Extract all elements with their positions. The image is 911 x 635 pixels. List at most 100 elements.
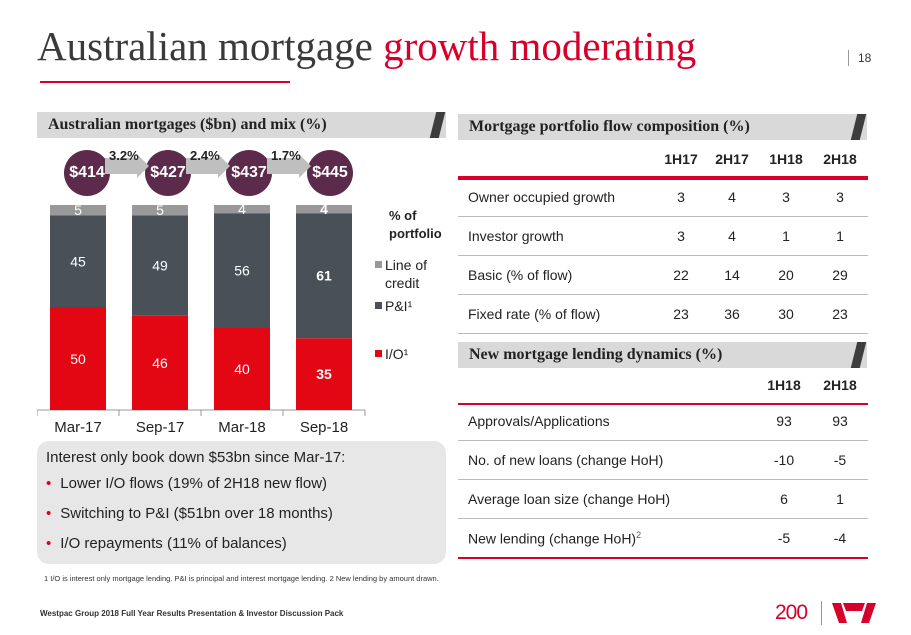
data-label: 45 xyxy=(70,253,86,269)
column-header: 1H17 xyxy=(664,151,698,167)
column-header: 1H18 xyxy=(767,377,801,393)
note-bullet-3-text: I/O repayments (11% of balances) xyxy=(60,535,287,552)
growth-arrow-icon xyxy=(267,154,311,178)
note-bullet-2: • Switching to P&I ($51bn over 18 months) xyxy=(46,505,333,522)
flow-table-header: Mortgage portfolio flow composition (%) xyxy=(458,114,867,140)
balance-bubble-sep17: $427 xyxy=(145,150,191,196)
bar-segment xyxy=(132,205,188,216)
row-label: Owner occupied growth xyxy=(458,177,658,217)
flow-table-header-text: Mortgage portfolio flow composition (%) xyxy=(469,118,750,135)
bar-segment xyxy=(50,215,106,308)
cell-value: 3 xyxy=(760,177,812,217)
westpac-logo-icon xyxy=(832,603,876,623)
cell-value: 22 xyxy=(658,255,704,295)
growth-arrow-3: 1.7% xyxy=(267,148,311,178)
bar-segment xyxy=(296,338,352,410)
bar-segment xyxy=(214,328,270,410)
header-slash-decoration xyxy=(429,112,446,138)
title-highlight: growth moderating xyxy=(383,23,697,69)
x-tick-label: Sep-18 xyxy=(300,419,348,436)
cell-value: 30 xyxy=(760,294,812,334)
note-bullet-1: • Lower I/O flows (19% of 2H18 new flow) xyxy=(46,475,327,492)
note-bullet-2-text: Switching to P&I ($51bn over 18 months) xyxy=(60,505,333,522)
table-row: Owner occupied growth 3 4 3 3 xyxy=(458,177,868,217)
cell-value: 3 xyxy=(658,216,704,256)
column-header-blank xyxy=(458,368,756,402)
data-label: 50 xyxy=(70,351,86,367)
mortgage-mix-chart: 50 45 5 Mar-17 46 49 5 Sep-17 40 56 4 Mar-18 35 61 4 Se… xyxy=(37,201,366,436)
legend-pi-label: P&I¹ xyxy=(385,298,413,314)
growth-arrow-2: 2.4% xyxy=(186,148,230,178)
bullet-dot-icon: • xyxy=(46,505,52,522)
legend-io: I/O¹ xyxy=(375,345,408,363)
title-underline xyxy=(40,81,290,83)
page-number: 18 xyxy=(848,50,871,66)
table-row: Approvals/Applications 93 93 xyxy=(458,402,868,441)
note-bullet-3: • I/O repayments (11% of balances) xyxy=(46,535,287,552)
cell-value: -10 xyxy=(756,440,812,480)
x-tick-label: Mar-17 xyxy=(54,419,102,436)
lending-table-header-text: New mortgage lending dynamics (%) xyxy=(469,346,723,363)
column-header: 2H17 xyxy=(715,151,749,167)
x-tick-label: Sep-17 xyxy=(136,419,184,436)
legend-io-label: I/O¹ xyxy=(385,346,409,362)
column-header-blank xyxy=(458,142,658,177)
cell-value: 93 xyxy=(756,402,812,441)
data-label: 61 xyxy=(316,268,332,284)
lending-dynamics-table: 1H18 2H18 Approvals/Applications 93 93 N… xyxy=(458,368,868,559)
legend-pi: P&I¹ xyxy=(375,297,412,315)
table-row: Investor growth 3 4 1 1 xyxy=(458,216,868,256)
growth-arrow-icon xyxy=(186,154,230,178)
bullet-dot-icon: • xyxy=(46,535,52,552)
legend-title-line-1: % of xyxy=(389,208,417,223)
lending-table-header-rule xyxy=(458,403,868,405)
data-label: 4 xyxy=(238,201,246,217)
bar-segment xyxy=(50,205,106,216)
bar-segment xyxy=(214,205,270,214)
row-label-text: New lending (change HoH) xyxy=(468,530,637,547)
cell-value: 4 xyxy=(704,216,760,256)
legend-swatch-loc xyxy=(375,261,382,268)
header-slash-decoration xyxy=(850,342,867,368)
bar-segment xyxy=(296,205,352,214)
bar-segment xyxy=(50,307,106,410)
data-label: 49 xyxy=(152,257,168,273)
cell-value: 29 xyxy=(812,255,868,295)
legend-title: % of portfolio xyxy=(389,207,442,243)
balance-bubble-mar18: $437 xyxy=(226,150,272,196)
cell-value: 93 xyxy=(812,402,868,441)
row-label: Average loan size (change HoH) xyxy=(458,479,756,519)
data-label: 35 xyxy=(316,366,332,382)
cell-value: -5 xyxy=(756,518,812,559)
note-bullet-1-text: Lower I/O flows (19% of 2H18 new flow) xyxy=(60,475,328,492)
mortgage-chart-header: Australian mortgages ($bn) and mix (%) xyxy=(37,112,446,138)
cell-value: 36 xyxy=(704,294,760,334)
column-header: 2H18 xyxy=(823,377,857,393)
anniversary-logo: 200 xyxy=(775,601,808,624)
bar-segment xyxy=(214,213,270,328)
data-label: 56 xyxy=(234,263,250,279)
cell-value: 20 xyxy=(760,255,812,295)
page-title: Australian mortgage growth moderating xyxy=(37,22,696,70)
cell-value: 1 xyxy=(812,479,868,519)
cell-value: 1 xyxy=(812,216,868,256)
legend-line-of-credit: Line of credit xyxy=(375,256,427,292)
legend-loc-line-1: Line of xyxy=(385,257,428,273)
cell-value: 3 xyxy=(658,177,704,217)
legend-swatch-io xyxy=(375,350,382,357)
row-label: Fixed rate (% of flow) xyxy=(458,294,658,334)
table-row: New lending (change HoH)2 -5 -4 xyxy=(458,518,868,559)
footnote-marker: 2 xyxy=(636,529,642,540)
table-header-row: 1H18 2H18 xyxy=(458,368,868,402)
row-label: New lending (change HoH)2 xyxy=(458,518,756,559)
row-label: Approvals/Applications xyxy=(458,402,756,441)
row-label: Basic (% of flow) xyxy=(458,255,658,295)
column-header: 1H18 xyxy=(769,151,803,167)
growth-label-2: 2.4% xyxy=(190,148,220,163)
cell-value: -5 xyxy=(812,440,868,480)
cell-value: 23 xyxy=(658,294,704,334)
growth-label-3: 1.7% xyxy=(271,148,301,163)
header-slash-decoration xyxy=(850,114,867,140)
cell-value: 3 xyxy=(812,177,868,217)
cell-value: 6 xyxy=(756,479,812,519)
